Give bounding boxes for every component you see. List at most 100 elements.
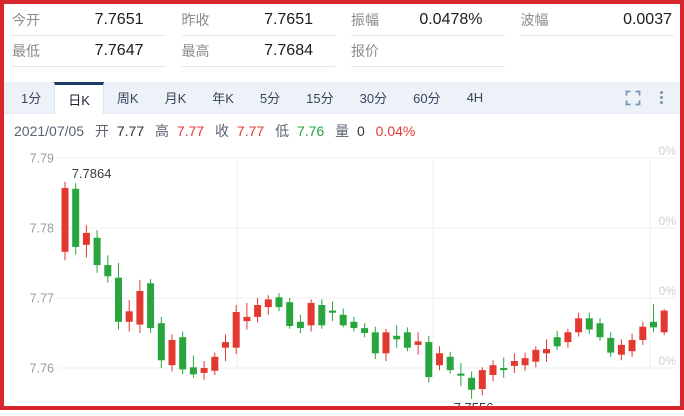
info-high-label: 高 <box>155 123 169 139</box>
stat-high-label: 最高 <box>181 43 210 59</box>
stat-prev-close-value: 7.7651 <box>264 11 313 28</box>
candle <box>382 328 390 361</box>
tab-30min[interactable]: 30分 <box>359 91 388 106</box>
candle <box>72 183 80 255</box>
candle-body <box>222 342 229 348</box>
info-low-label: 低 <box>275 123 290 139</box>
candle <box>243 302 251 330</box>
candle <box>286 298 294 329</box>
candle-body <box>543 349 550 354</box>
candle-body <box>318 305 326 326</box>
info-open-value: 7.77 <box>116 123 145 139</box>
candlestick-chart[interactable]: 7.79 0% 7.78 0% 7.77 0% 7.76 0% 7.7864 7.7556 <box>0 145 684 407</box>
candle <box>179 331 187 375</box>
candle-body <box>510 361 518 366</box>
candle <box>296 314 304 333</box>
candle <box>510 353 518 373</box>
candle <box>650 304 657 333</box>
candle <box>521 352 529 371</box>
y-axis-tick: 7.76 <box>30 362 54 376</box>
candle-body <box>393 335 401 340</box>
y-axis-tick: 7.79 <box>30 152 54 166</box>
tab-monthly[interactable]: 月K <box>164 91 187 106</box>
candle-body <box>532 349 540 362</box>
candle <box>489 360 497 382</box>
tab-15min[interactable]: 15分 <box>306 91 334 106</box>
candle-body <box>585 318 593 330</box>
candle-body <box>489 365 497 375</box>
fullscreen-icon[interactable] <box>625 90 641 106</box>
stat-empty <box>521 36 675 67</box>
candle <box>596 318 604 341</box>
candle-body <box>286 302 294 326</box>
tab-1min[interactable]: 1分 <box>21 91 42 106</box>
candle <box>436 346 443 371</box>
candle-body <box>371 332 379 354</box>
info-close-label: 收 <box>215 123 230 139</box>
candle-body <box>72 188 80 247</box>
stat-range: 波幅 0.0037 <box>520 5 674 36</box>
tab-5min[interactable]: 5分 <box>259 91 281 106</box>
candle-body <box>254 305 262 317</box>
candle-body <box>414 341 422 345</box>
kebab-menu-icon[interactable] <box>657 89 666 106</box>
candle-body <box>575 318 583 333</box>
tab-daily[interactable]: 日K <box>54 82 104 114</box>
candle <box>532 346 540 368</box>
candle-body <box>425 342 433 378</box>
candle <box>543 339 550 362</box>
candle <box>147 279 155 333</box>
candle-body <box>500 368 508 371</box>
tab-4h[interactable]: 4H <box>466 90 484 105</box>
stat-amplitude: 振幅 0.0478% <box>351 5 505 36</box>
candle-body <box>179 337 187 370</box>
candle <box>564 328 572 348</box>
candle <box>82 225 90 258</box>
y-axis-tick: 7.78 <box>30 222 54 236</box>
candle-body <box>639 326 647 340</box>
candle <box>189 355 197 378</box>
right-axis-tick: 0% <box>659 214 677 228</box>
stat-range-label: 波幅 <box>520 12 549 28</box>
stat-quote: 报价 <box>351 36 505 67</box>
candle <box>403 327 411 352</box>
candle-body <box>61 188 69 252</box>
stat-today-open-value: 7.7651 <box>94 11 144 28</box>
candle <box>457 363 465 387</box>
candle <box>371 326 379 359</box>
candle-body <box>468 377 476 390</box>
info-volume-value: 0 <box>356 123 365 139</box>
info-close-value: 7.77 <box>236 123 265 139</box>
y-axis-tick: 7.77 <box>30 292 54 306</box>
tab-yearly[interactable]: 年K <box>212 91 234 106</box>
ohlc-info-line: 2021/07/05 开 7.77 高 7.77 收 7.77 低 7.76 量… <box>14 121 419 141</box>
chart-toolbar-icons <box>625 82 684 113</box>
stat-prev-close: 昨收 7.7651 <box>181 5 335 36</box>
tab-60min[interactable]: 60分 <box>413 91 441 106</box>
candle-body <box>243 316 251 322</box>
candle <box>628 333 636 357</box>
candle <box>361 323 369 338</box>
candle <box>307 299 315 332</box>
candle <box>607 332 615 357</box>
candle <box>468 371 476 399</box>
stat-low: 最低 7.7647 <box>12 36 166 67</box>
stat-quote-label: 报价 <box>351 43 379 59</box>
candle-body <box>125 311 133 322</box>
info-volume-label: 量 <box>335 123 350 139</box>
candle <box>104 255 112 283</box>
candle-body <box>232 312 240 348</box>
right-axis-tick: 0% <box>659 145 677 158</box>
candle <box>329 301 336 322</box>
candle-body <box>607 337 615 353</box>
stats-grid: 今开 7.7651 昨收 7.7651 振幅 0.0478% 波幅 0.0037 最低 7.764… <box>12 5 674 67</box>
candle-body <box>93 237 101 266</box>
candle <box>553 330 561 350</box>
candle <box>339 308 347 328</box>
candle <box>222 334 229 361</box>
candle <box>136 279 144 333</box>
info-change-pct: 0.04% <box>375 123 416 139</box>
stat-amplitude-label: 振幅 <box>351 12 379 28</box>
tab-weekly[interactable]: 周K <box>116 91 139 106</box>
